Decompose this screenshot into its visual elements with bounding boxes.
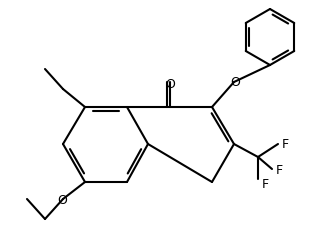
Text: F: F: [282, 138, 289, 151]
Text: O: O: [57, 193, 67, 206]
Text: O: O: [230, 76, 240, 89]
Text: O: O: [165, 77, 175, 90]
Text: F: F: [276, 163, 283, 176]
Text: F: F: [262, 178, 269, 191]
